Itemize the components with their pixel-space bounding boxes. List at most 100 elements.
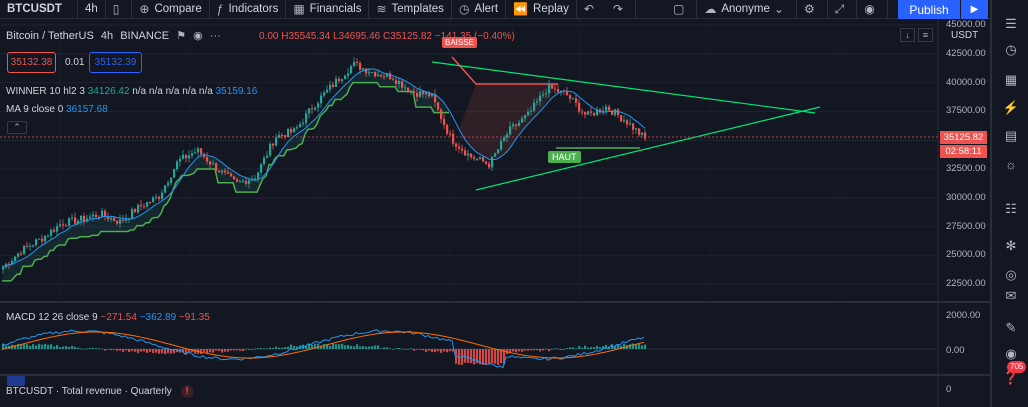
brain-icon[interactable]: ✻ <box>1005 238 1017 253</box>
redo-button[interactable]: ↷ <box>606 0 636 19</box>
macd-bar <box>239 349 242 351</box>
ma-line <box>2 68 646 268</box>
candle-body <box>29 245 32 247</box>
watchlist-icon[interactable]: ☰ <box>1005 16 1017 31</box>
alert-button[interactable]: ◷ Alert <box>452 0 507 19</box>
snapshot-button[interactable]: ◉ <box>857 0 888 19</box>
winner-indicator-legend[interactable]: WINNER 10 hl2 3 34126.42 n/a n/a n/a n/a… <box>6 86 258 97</box>
play-button[interactable]: ▶ <box>961 0 988 19</box>
publish-button[interactable]: Publish <box>898 0 960 19</box>
undo-button[interactable]: ↶ <box>577 0 606 19</box>
macd-bar <box>71 345 74 349</box>
data-window-icon[interactable]: ▦ <box>1004 72 1018 87</box>
indicators-button[interactable]: ƒ Indicators <box>210 0 287 19</box>
macd-bar <box>131 349 134 352</box>
hotlist-icon[interactable]: ⚡ <box>1002 100 1020 115</box>
warning-icon[interactable]: ! <box>180 385 194 398</box>
sell-button[interactable]: 35132.38 <box>7 52 56 73</box>
candle-body <box>284 135 287 138</box>
financials-icon: ▦ <box>293 2 305 16</box>
macd-bar <box>422 349 425 351</box>
candle-body <box>266 155 269 158</box>
interval-selector[interactable]: 4h <box>78 0 106 19</box>
settings-button[interactable]: ⚙ <box>797 0 828 19</box>
account-menu[interactable]: ☁ Anonyme ⌄ <box>697 0 797 19</box>
ma-indicator-legend[interactable]: MA 9 close 0 36157.68 <box>6 104 108 115</box>
macd-indicator-legend[interactable]: MACD 12 26 close 9 −271.54 −362.89 −91.3… <box>6 312 210 323</box>
candle-body <box>365 68 368 74</box>
winner-support-line <box>2 81 449 282</box>
candle-body <box>359 62 362 70</box>
help-icon[interactable]: ❓ <box>1002 370 1020 385</box>
collapse-legend-button[interactable]: ⌃ <box>7 121 27 134</box>
notification-icon[interactable]: ◎ <box>1005 267 1017 282</box>
price-tick: 27500.00 <box>946 220 986 232</box>
revenue-indicator-legend[interactable]: BTCUSDT · Total revenue · Quarterly ! <box>6 385 194 398</box>
alarm-clock-icon[interactable]: ◷ <box>1005 42 1017 57</box>
play-icon: ▶ <box>970 4 979 15</box>
scroll-down-button[interactable]: ↓ <box>900 28 915 42</box>
macd-bar <box>473 349 476 365</box>
more-icon[interactable]: ··· <box>209 30 221 42</box>
layout-button[interactable]: ▢ <box>666 0 698 19</box>
candle-body <box>491 156 494 168</box>
candle-body <box>146 202 149 207</box>
macd-bar <box>242 349 245 352</box>
notification-badge[interactable]: 705 <box>1007 361 1027 373</box>
fullscreen-button[interactable]: ⤢ <box>828 0 858 19</box>
candle-body <box>89 216 92 219</box>
candle-body <box>635 128 638 130</box>
replay-button[interactable]: ⏪ Replay <box>506 0 577 19</box>
candle-body <box>329 84 332 90</box>
eye-icon[interactable]: ◉ <box>193 30 203 42</box>
macd-bar <box>521 349 524 352</box>
macd-bar <box>488 349 491 365</box>
news-icon[interactable]: ☷ <box>1005 201 1017 216</box>
macd-bar <box>527 349 530 351</box>
chat-icon[interactable]: ✉ <box>1005 288 1017 303</box>
macd-bar <box>464 349 467 363</box>
symbol-search[interactable]: BTCUSDT <box>0 0 78 19</box>
candle-body <box>290 129 293 133</box>
buy-button[interactable]: 35132.39 <box>89 52 142 73</box>
candle-body <box>494 153 497 157</box>
candle-body <box>314 107 317 110</box>
price-tick: 40000.00 <box>946 76 986 88</box>
candle-icon: ▯ <box>112 2 120 16</box>
currency-label[interactable]: USDT <box>951 30 979 41</box>
lower-trendline[interactable] <box>475 106 821 191</box>
chart-type-button[interactable]: ▯ <box>106 0 133 19</box>
macd-bar <box>560 349 563 350</box>
candle-body <box>467 153 470 156</box>
templates-icon: ≋ <box>376 2 387 16</box>
candle-body <box>308 108 311 114</box>
macd-bar <box>533 349 536 351</box>
candle-body <box>383 76 386 78</box>
macd-bar <box>230 349 233 351</box>
macd-bar <box>359 346 362 349</box>
candle-body <box>185 154 188 159</box>
redo-icon: ↷ <box>612 2 623 16</box>
templates-button[interactable]: ≋ Templates <box>369 0 452 19</box>
dom-button[interactable]: ≡ <box>918 28 933 42</box>
symbol-title[interactable]: Bitcoin / TetherUS <box>6 30 94 42</box>
candle-body <box>161 192 164 199</box>
candle-body <box>32 245 35 247</box>
flag-icon[interactable]: ⚑ <box>176 30 187 42</box>
chats-icon[interactable]: ✎ <box>1005 320 1017 335</box>
macd-bar <box>425 349 428 353</box>
calendar-icon[interactable]: ▤ <box>1004 128 1018 143</box>
ideas-icon[interactable]: ☼ <box>1005 157 1017 172</box>
fullscreen-icon: ⤢ <box>834 1 845 16</box>
macd-bar <box>125 349 128 351</box>
macd-bar <box>38 343 41 349</box>
financials-button[interactable]: ▦ Financials <box>286 0 370 19</box>
candle-body <box>350 66 353 74</box>
upper-trendline[interactable] <box>431 61 816 114</box>
streams-icon[interactable]: ◉ <box>1005 346 1017 361</box>
ohlc-change: −141.35 (−0.40%) <box>434 31 515 42</box>
compare-button[interactable]: ⊕ Compare <box>132 0 210 19</box>
macd-bar <box>107 348 110 350</box>
chart-canvas[interactable] <box>0 0 990 407</box>
candle-body <box>227 172 230 174</box>
